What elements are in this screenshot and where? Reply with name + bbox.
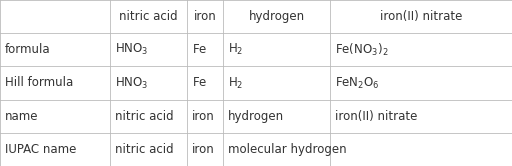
Text: $\mathrm{Fe}$: $\mathrm{Fe}$ — [192, 77, 207, 89]
Text: nitric acid: nitric acid — [119, 10, 178, 23]
Text: formula: formula — [5, 43, 51, 56]
Text: $\mathrm{HNO}_{3}$: $\mathrm{HNO}_{3}$ — [115, 76, 148, 90]
Text: hydrogen: hydrogen — [248, 10, 305, 23]
Text: iron: iron — [192, 143, 215, 156]
Text: hydrogen: hydrogen — [228, 110, 284, 123]
Text: iron: iron — [192, 110, 215, 123]
Text: molecular hydrogen: molecular hydrogen — [228, 143, 347, 156]
Text: $\mathrm{HNO}_{3}$: $\mathrm{HNO}_{3}$ — [115, 42, 148, 57]
Text: $\mathrm{H}_{2}$: $\mathrm{H}_{2}$ — [228, 42, 243, 57]
Text: nitric acid: nitric acid — [115, 110, 174, 123]
Text: iron(II) nitrate: iron(II) nitrate — [335, 110, 418, 123]
Text: Hill formula: Hill formula — [5, 77, 73, 89]
Text: name: name — [5, 110, 38, 123]
Text: $\mathrm{FeN}_{2}\mathrm{O}_{6}$: $\mathrm{FeN}_{2}\mathrm{O}_{6}$ — [335, 76, 380, 90]
Text: $\mathrm{Fe(NO}_{3}\mathrm{)}_{2}$: $\mathrm{Fe(NO}_{3}\mathrm{)}_{2}$ — [335, 42, 389, 58]
Text: iron: iron — [194, 10, 216, 23]
Text: IUPAC name: IUPAC name — [5, 143, 76, 156]
Text: iron(II) nitrate: iron(II) nitrate — [380, 10, 462, 23]
Text: $\mathrm{H}_{2}$: $\mathrm{H}_{2}$ — [228, 76, 243, 90]
Text: $\mathrm{Fe}$: $\mathrm{Fe}$ — [192, 43, 207, 56]
Text: nitric acid: nitric acid — [115, 143, 174, 156]
